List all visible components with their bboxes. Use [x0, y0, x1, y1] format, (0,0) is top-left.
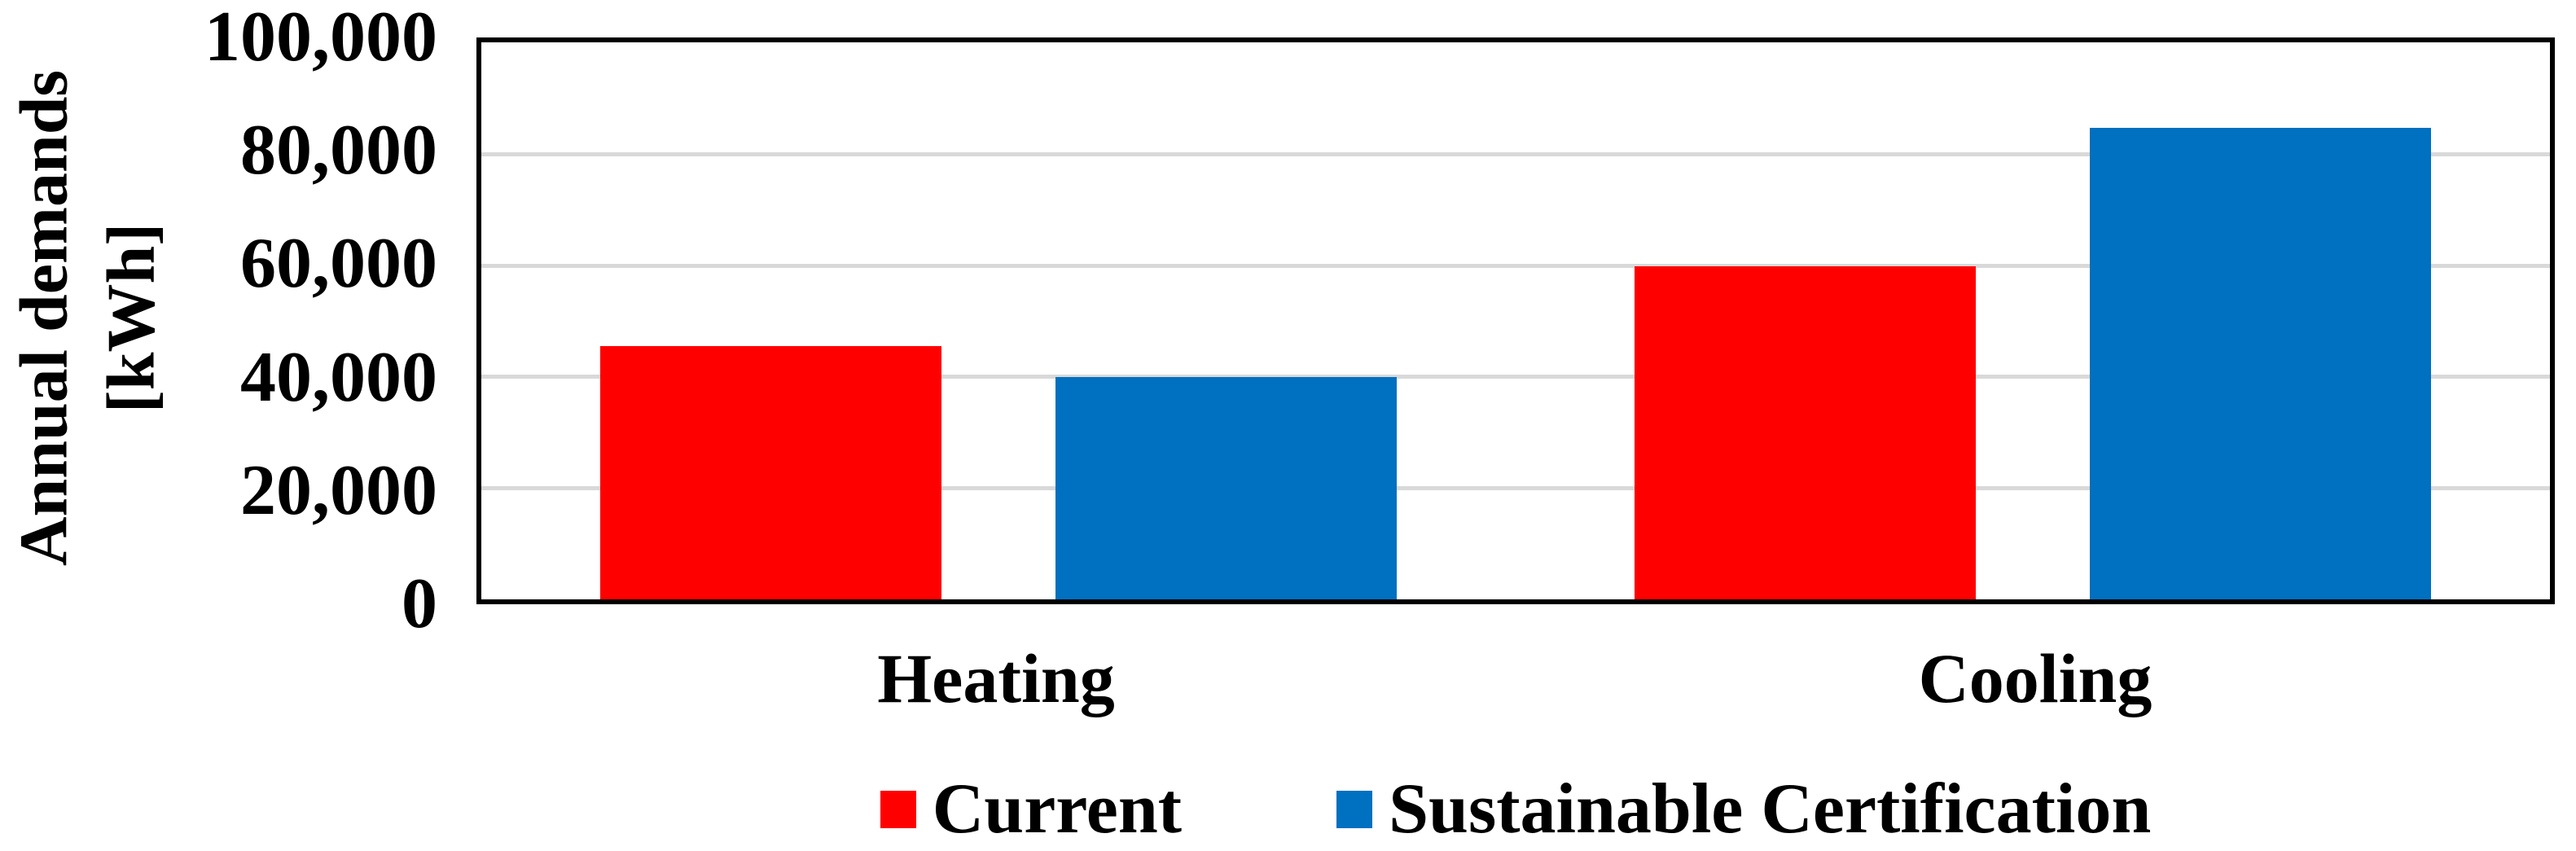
gridline — [481, 263, 2550, 268]
legend: Current Sustainable Certification — [476, 770, 2555, 849]
bar-heating-sustainable-certification — [1055, 377, 1397, 599]
y-tick-label: 60,000 — [240, 224, 437, 304]
x-category-label-cooling: Cooling — [1918, 639, 2153, 717]
legend-swatch-icon — [880, 791, 916, 828]
bar-cooling-sustainable-certification — [2089, 128, 2431, 599]
y-tick-label: 20,000 — [240, 450, 437, 530]
y-tick-label: 0 — [402, 564, 437, 643]
legend-item-current: Current — [880, 770, 1182, 849]
gridline — [481, 151, 2550, 156]
y-axis-tick-labels: 0 20,000 40,000 60,000 80,000 100,000 — [0, 2, 457, 640]
y-tick-label: 80,000 — [240, 111, 437, 191]
gridline — [481, 486, 2550, 491]
plot-area — [476, 37, 2555, 604]
x-axis-category-labels: Heating Cooling — [476, 634, 2555, 723]
x-category-label-heating: Heating — [877, 639, 1115, 717]
bar-heating-current — [600, 345, 942, 599]
legend-item-sustainable-certification: Sustainable Certification — [1336, 770, 2151, 849]
y-tick-label: 100,000 — [204, 0, 437, 77]
bar-cooling-current — [1635, 265, 1977, 599]
legend-swatch-icon — [1336, 791, 1373, 828]
y-tick-label: 40,000 — [240, 337, 437, 417]
gridline — [481, 375, 2550, 379]
legend-label: Current — [932, 770, 1183, 849]
legend-label: Sustainable Certification — [1389, 770, 2152, 849]
